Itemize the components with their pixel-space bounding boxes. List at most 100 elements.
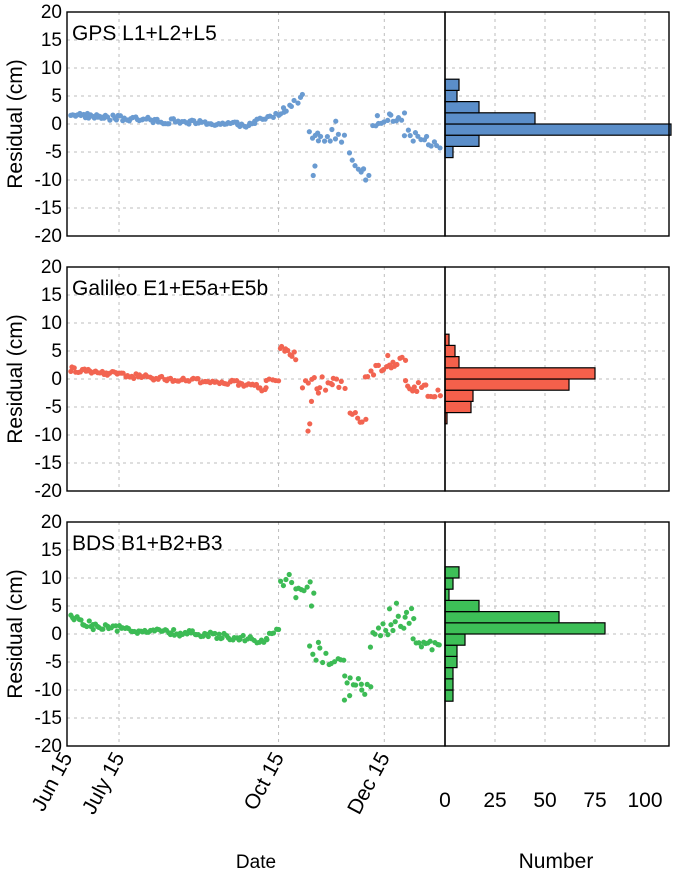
data-point	[317, 133, 324, 140]
data-point	[317, 385, 323, 391]
data-point	[299, 91, 305, 98]
y-tick-label: 10	[41, 58, 62, 79]
data-point	[418, 644, 425, 650]
data-point	[283, 576, 289, 583]
panel-title: GPS L1+L2+L5	[72, 22, 217, 45]
data-point	[353, 682, 359, 688]
data-point	[216, 631, 222, 637]
data-point	[395, 613, 401, 619]
data-point	[341, 132, 348, 138]
data-point	[388, 622, 394, 628]
y-tick-label: 10	[41, 568, 62, 589]
histogram-bar	[444, 655, 458, 669]
data-point	[390, 627, 396, 634]
y-tick-label: -15	[35, 708, 62, 729]
data-point	[280, 582, 287, 589]
x-tick-label: July 15	[78, 749, 130, 819]
y-tick-label: -10	[35, 425, 62, 446]
data-point	[310, 651, 316, 657]
y-tick-label: -5	[45, 652, 62, 673]
data-point	[291, 97, 297, 104]
data-point	[307, 579, 313, 585]
data-point	[406, 620, 412, 626]
data-point	[344, 680, 350, 686]
data-point	[113, 117, 120, 123]
data-point	[308, 398, 315, 404]
data-point	[377, 633, 384, 639]
data-point	[240, 632, 246, 639]
data-point	[78, 617, 84, 623]
data-point	[283, 108, 289, 114]
histogram-frame	[444, 11, 670, 237]
histogram-frame	[444, 521, 670, 747]
data-point	[402, 378, 409, 384]
data-point	[405, 127, 411, 133]
data-point	[346, 150, 353, 156]
histogram-bar	[444, 678, 454, 691]
data-point	[358, 681, 364, 687]
data-point	[342, 673, 348, 679]
y-tick-label: -5	[45, 397, 62, 418]
data-point	[363, 177, 369, 183]
data-point	[86, 618, 92, 624]
number-tick-label: 25	[483, 789, 506, 812]
data-point	[363, 416, 369, 422]
data-point	[315, 138, 322, 144]
data-point	[331, 659, 338, 665]
y-tick-label: 0	[51, 114, 62, 135]
y-tick-label: -10	[35, 170, 62, 191]
data-point	[333, 118, 339, 124]
data-point	[295, 100, 301, 106]
panel-title: BDS B1+B2+B3	[72, 532, 223, 555]
data-point	[322, 387, 329, 393]
y-tick-label: -15	[35, 453, 62, 474]
y-tick-label: -20	[35, 736, 62, 757]
data-point	[311, 375, 317, 381]
histogram-bar	[444, 123, 672, 136]
histogram-bar	[444, 577, 454, 590]
y-tick-label: 0	[51, 624, 62, 645]
x-axis-title-number: Number	[519, 850, 594, 873]
data-point	[385, 632, 391, 638]
y-tick-label: -5	[45, 142, 62, 163]
data-point	[398, 117, 405, 123]
data-point	[423, 133, 430, 140]
data-point	[205, 633, 211, 640]
y-tick-label: 15	[41, 285, 62, 306]
data-point	[414, 388, 420, 394]
data-point	[409, 388, 416, 394]
scatter-series	[68, 91, 443, 183]
histogram-bar	[444, 689, 454, 702]
data-point	[359, 687, 365, 693]
data-point	[293, 357, 299, 363]
data-point	[436, 642, 442, 648]
y-tick-label: 5	[51, 86, 62, 107]
y-tick-label: 15	[41, 540, 62, 561]
data-point	[306, 129, 312, 135]
histogram-bar	[444, 633, 466, 646]
histogram-bar	[444, 145, 454, 159]
data-point	[307, 643, 313, 649]
data-point	[84, 623, 90, 630]
number-tick-label: 100	[627, 789, 662, 812]
histogram-bar	[444, 389, 474, 403]
data-point	[411, 615, 417, 622]
data-point	[401, 110, 408, 116]
number-tick-label: 50	[533, 789, 556, 812]
data-point	[293, 595, 299, 601]
data-point	[219, 635, 225, 641]
data-point	[333, 376, 340, 382]
data-point	[159, 373, 165, 380]
histogram-bar	[444, 89, 458, 103]
data-point	[336, 384, 342, 390]
data-point	[412, 130, 419, 136]
y-tick-label: 20	[41, 2, 62, 23]
data-point	[341, 657, 347, 663]
panel-0: 20 15 10 5 0 -5 -10 -15 -20 Residual (cm) GPS L1+L…	[4, 2, 672, 247]
y-axis-title: Residual (cm)	[4, 569, 27, 699]
y-tick-label: -20	[35, 481, 62, 502]
data-point	[320, 659, 326, 666]
data-point	[427, 638, 433, 644]
panel-title: Galileo E1+E5a+E5b	[72, 277, 268, 300]
data-point	[329, 126, 335, 133]
